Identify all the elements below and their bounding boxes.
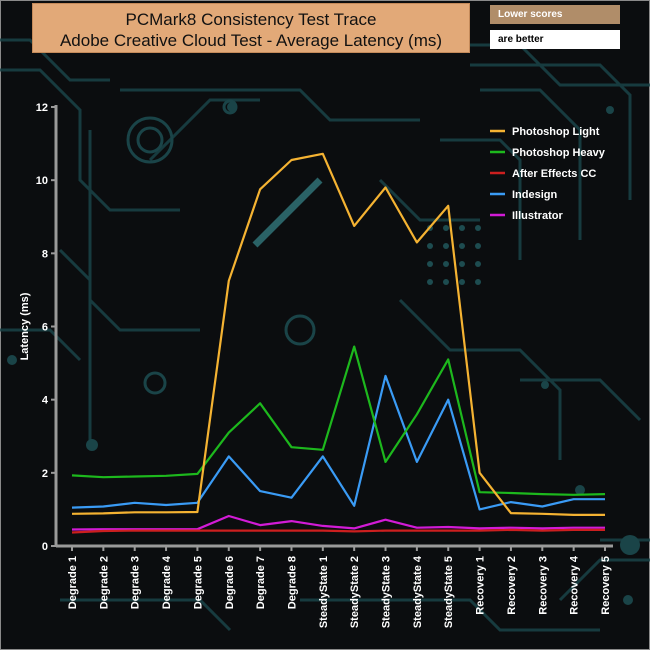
x-tick-label: Recovery 1 — [475, 556, 487, 615]
x-tick-label: SteadyState 2 — [349, 556, 361, 628]
lower-scores-note: Lower scores — [490, 5, 620, 24]
x-tick-label: SteadyState 1 — [318, 556, 330, 628]
x-tick-label: Degrade 6 — [224, 556, 236, 609]
y-tick-label: 10 — [36, 175, 48, 187]
y-tick-label: 12 — [36, 102, 48, 114]
series-line-after-effects-cc — [71, 528, 605, 534]
y-tick-label: 2 — [42, 468, 48, 480]
x-tick-label: SteadyState 4 — [412, 555, 424, 628]
x-tick-label: Degrade 8 — [286, 556, 298, 609]
x-tick-label: SteadyState 5 — [443, 556, 455, 628]
legend-label: Illustrator — [512, 210, 563, 222]
x-tick-label: Degrade 1 — [67, 556, 79, 609]
legend-label: After Effects CC — [512, 168, 596, 180]
series-line-illustrator — [71, 514, 605, 531]
x-tick-label: Degrade 5 — [192, 556, 204, 609]
chart-title-line2: Adobe Creative Cloud Test - Average Late… — [59, 31, 443, 50]
x-tick-label: Degrade 3 — [130, 556, 142, 609]
legend-label: Photoshop Heavy — [512, 147, 606, 159]
x-tick-label: Recovery 3 — [537, 556, 549, 615]
legend-label: Photoshop Light — [512, 126, 600, 138]
x-tick-label: Degrade 2 — [98, 556, 110, 609]
y-axis-label: Latency (ms) — [19, 292, 31, 360]
y-tick-label: 0 — [42, 541, 48, 553]
x-tick-label: SteadyState 3 — [381, 556, 393, 628]
x-tick-label: Degrade 7 — [255, 556, 267, 609]
y-tick-label: 4 — [42, 395, 49, 407]
chart-title-line1: PCMark8 Consistency Test Trace — [125, 10, 377, 29]
legend-label: Indesign — [512, 189, 558, 201]
x-tick-label: Degrade 4 — [161, 555, 173, 609]
series-line-photoshop-light — [71, 152, 605, 517]
y-tick-label: 6 — [42, 322, 48, 334]
y-tick-label: 8 — [42, 248, 48, 260]
are-better-note: are better — [490, 30, 620, 49]
chart-title-box: PCMark8 Consistency Test Trace Adobe Cre… — [32, 3, 470, 53]
x-tick-label: Recovery 4 — [569, 555, 581, 615]
series-line-photoshop-heavy — [71, 345, 606, 496]
series-line-indesign — [71, 374, 605, 511]
x-tick-label: Recovery 5 — [600, 556, 612, 615]
x-tick-label: Recovery 2 — [506, 556, 518, 615]
